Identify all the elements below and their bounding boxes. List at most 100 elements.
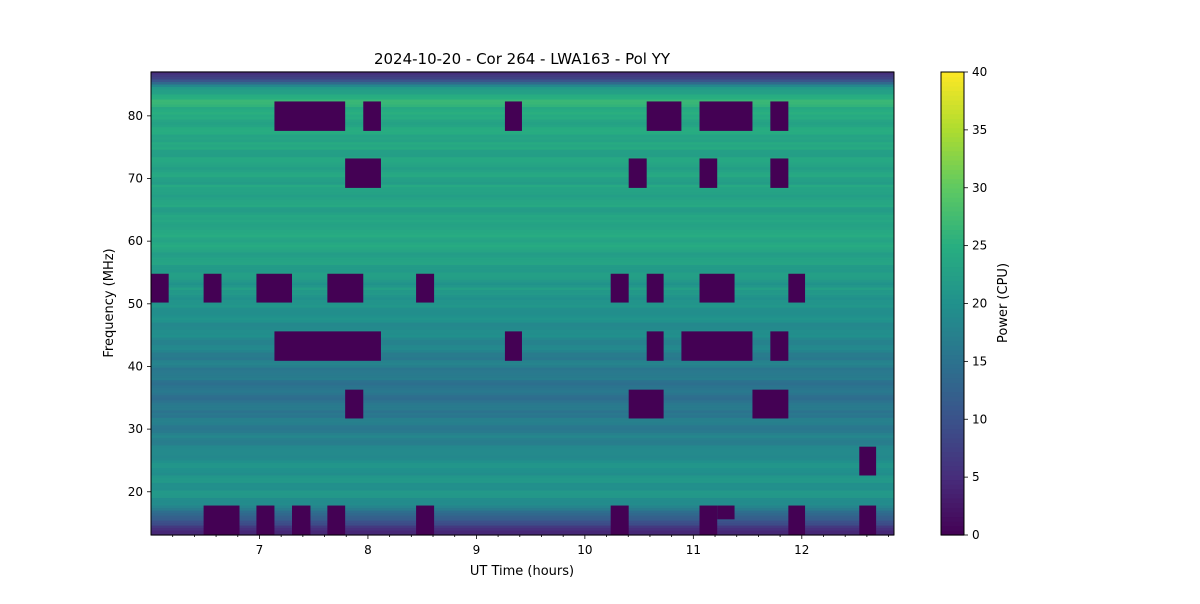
colorbar-segment bbox=[941, 187, 964, 193]
heatmap-row bbox=[151, 424, 894, 428]
flagged-block bbox=[646, 273, 664, 303]
colorbar-segment bbox=[941, 502, 964, 508]
heatmap-row bbox=[151, 251, 894, 255]
heatmap-row bbox=[151, 409, 894, 413]
colorbar-segment bbox=[941, 159, 964, 166]
colorbar-segment bbox=[941, 493, 964, 499]
heatmap-row bbox=[151, 291, 894, 296]
colorbar-segment bbox=[941, 386, 964, 393]
colorbar-tick-label: 10 bbox=[972, 412, 987, 426]
flagged-block bbox=[256, 505, 275, 535]
heatmap-row bbox=[151, 472, 894, 476]
colorbar-segment bbox=[941, 308, 964, 314]
colorbar-segment bbox=[941, 391, 964, 397]
heatmap-row bbox=[151, 209, 894, 213]
heatmap-row bbox=[151, 412, 894, 416]
heatmap-row bbox=[151, 457, 894, 461]
colorbar-segment bbox=[941, 113, 964, 119]
flagged-block bbox=[256, 273, 293, 303]
heatmap-row bbox=[151, 399, 894, 403]
colorbar-segment bbox=[941, 275, 964, 281]
heatmap-row bbox=[151, 149, 894, 153]
colorbar-segment bbox=[941, 331, 964, 337]
heatmap-row bbox=[151, 479, 894, 483]
colorbar-segment bbox=[941, 132, 964, 138]
heatmap-row bbox=[151, 211, 894, 215]
flagged-block bbox=[274, 101, 346, 131]
heatmap-row bbox=[151, 382, 894, 386]
heatmap-row bbox=[151, 229, 894, 233]
colorbar-segment bbox=[941, 322, 964, 328]
colorbar-segment bbox=[941, 507, 964, 513]
heatmap-row bbox=[151, 344, 894, 348]
colorbar-segment bbox=[941, 76, 964, 82]
colorbar-segment bbox=[941, 400, 964, 406]
colorbar-segment bbox=[941, 312, 964, 318]
colorbar-segment bbox=[941, 363, 964, 369]
colorbar-tick-label: 0 bbox=[972, 528, 980, 542]
heatmap-row bbox=[151, 118, 894, 123]
colorbar-segment bbox=[941, 72, 964, 78]
heatmap-row bbox=[151, 299, 894, 303]
heatmap-row bbox=[151, 264, 894, 268]
heatmap-row bbox=[151, 349, 894, 353]
heatmap-row bbox=[151, 249, 894, 253]
colorbar-tick-label: 25 bbox=[972, 239, 987, 253]
colorbar-segment bbox=[941, 488, 964, 494]
heatmap-row bbox=[151, 422, 894, 426]
colorbar-segment bbox=[941, 470, 964, 476]
colorbar-segment bbox=[941, 409, 964, 416]
heatmap-row bbox=[151, 389, 894, 393]
heatmap-row bbox=[151, 354, 894, 358]
heatmap-row bbox=[151, 417, 894, 421]
x-tick-label: 8 bbox=[364, 543, 372, 557]
heatmap-row bbox=[151, 186, 894, 190]
heatmap-row bbox=[151, 73, 894, 77]
flagged-block bbox=[345, 158, 381, 188]
heatmap-row bbox=[151, 111, 894, 115]
heatmap-row bbox=[151, 236, 894, 240]
colorbar-segment bbox=[941, 109, 964, 115]
colorbar-segment bbox=[941, 136, 964, 143]
heatmap-row bbox=[151, 144, 894, 148]
colorbar-tick-label: 35 bbox=[972, 123, 987, 137]
y-axis: 20 30 40 50 60 70 80 bbox=[128, 109, 151, 499]
y-tick-label: 40 bbox=[128, 359, 143, 373]
colorbar-segment bbox=[941, 118, 964, 124]
colorbar-segment bbox=[941, 335, 964, 342]
heatmap-row bbox=[151, 96, 894, 100]
y-tick-label: 20 bbox=[128, 485, 143, 499]
heatmap-row bbox=[151, 462, 894, 466]
colorbar-segment bbox=[941, 354, 964, 360]
heatmap-row bbox=[151, 98, 894, 103]
heatmap-row bbox=[151, 444, 894, 448]
colorbar-segment bbox=[941, 257, 964, 263]
chart-title: 2024-10-20 - Cor 264 - LWA163 - Pol YY bbox=[374, 50, 671, 68]
colorbar-segment bbox=[941, 303, 964, 309]
heatmap-row bbox=[151, 326, 894, 331]
y-tick-label: 80 bbox=[128, 109, 143, 123]
colorbar-segment bbox=[941, 122, 964, 129]
heatmap-row bbox=[151, 136, 894, 140]
colorbar-label: Power (CPU) bbox=[996, 263, 1011, 343]
heatmap-row bbox=[151, 93, 894, 98]
flagged-block bbox=[203, 505, 240, 535]
heatmap-row bbox=[151, 484, 894, 488]
colorbar-segment bbox=[941, 405, 964, 411]
flagged-block bbox=[203, 273, 222, 303]
colorbar-segment bbox=[941, 183, 964, 189]
colorbar-segment bbox=[941, 484, 964, 490]
colorbar-axis: 0 5 10 15 20 25 30 35 40 bbox=[964, 65, 987, 542]
colorbar-segment bbox=[941, 460, 964, 467]
heatmap-row bbox=[151, 261, 894, 265]
colorbar-segment bbox=[941, 511, 964, 518]
colorbar-segment bbox=[941, 243, 964, 249]
heatmap-row bbox=[151, 124, 894, 128]
heatmap-row bbox=[151, 216, 894, 220]
colorbar-segment bbox=[941, 447, 964, 453]
heatmap-row bbox=[151, 78, 894, 82]
heatmap-row bbox=[151, 512, 894, 516]
y-tick-label: 60 bbox=[128, 234, 143, 248]
colorbar-segment bbox=[941, 377, 964, 383]
heatmap-row bbox=[151, 164, 894, 168]
